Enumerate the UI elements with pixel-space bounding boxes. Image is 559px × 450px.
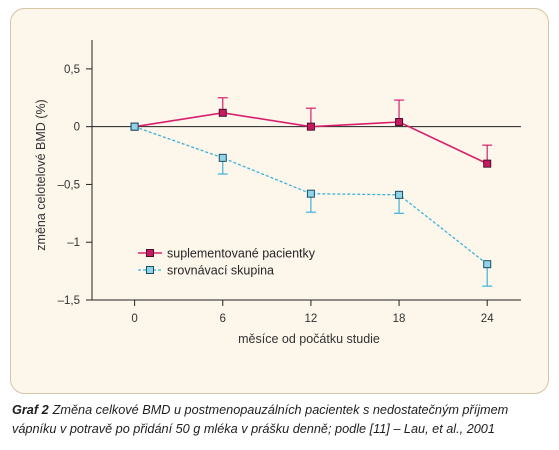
x-tick-label: 0 — [131, 313, 137, 325]
y-axis-label: změna celotelové BMD (%) — [34, 99, 48, 250]
caption-label: Graf 2 — [12, 403, 49, 417]
series-1-data-point — [395, 118, 404, 127]
legend-marker-swatch — [146, 249, 154, 257]
x-axis-label: měsíce od počátku studie — [238, 332, 380, 346]
series-2-data-point — [483, 260, 492, 269]
legend-entry-srovnavaci-skupina: srovnávací skupina — [138, 264, 274, 278]
legend: suplementované pacientky srovnávací skup… — [138, 247, 316, 278]
series-2-line — [134, 126, 488, 265]
caption-line-2: vápníku v potravě po přidání 50 g mléka … — [12, 421, 495, 436]
series-1-data-point — [218, 108, 227, 117]
plot-series — [130, 97, 493, 287]
caption-line-1: Graf 2 Změna celkové BMD u postmenopauzál… — [12, 401, 508, 420]
legend-label: suplementované pacientky — [167, 247, 316, 261]
y-tick-label: 0,5 — [64, 64, 80, 76]
series-2 — [130, 122, 493, 287]
y-tick-label: –0,5 — [58, 179, 80, 191]
legend-marker-swatch — [146, 266, 154, 274]
x-tick-label: 6 — [220, 313, 226, 325]
chart-figure: 0,5 0 –0,5 –1 –1,5 0 6 12 18 24 měsíce od počátku… — [10, 8, 549, 394]
legend-label: srovnávací skupina — [167, 264, 274, 278]
y-tick-label: –1,5 — [58, 295, 80, 307]
y-tick-label: –1 — [67, 237, 80, 249]
x-tick-label: 18 — [393, 313, 406, 325]
legend-entry-suplementovane-pacientky: suplementované pacientky — [138, 247, 316, 261]
chart-panel-background — [10, 8, 549, 394]
series-2-data-point — [130, 122, 139, 131]
y-tick-label: 0 — [74, 122, 80, 134]
series-1-data-point — [306, 122, 315, 131]
figure-caption: Graf 2 Změna celkové BMD u postmenopauzál… — [12, 401, 508, 438]
x-tick-label: 12 — [305, 313, 318, 325]
x-tick-label: 24 — [481, 313, 494, 325]
caption-text: Změna celkové BMD u postmenopauzálních p… — [52, 403, 509, 417]
series-2-data-point — [306, 189, 315, 198]
series-2-data-point — [395, 190, 404, 199]
series-2-data-point — [218, 153, 227, 162]
series-1-data-point — [483, 159, 492, 168]
